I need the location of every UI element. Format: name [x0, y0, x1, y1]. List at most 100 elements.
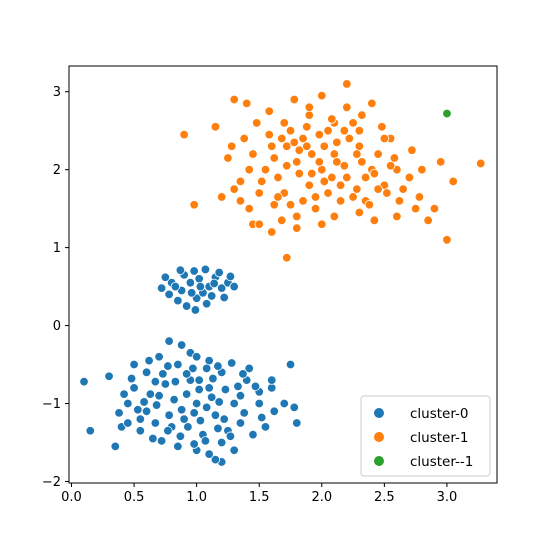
data-point — [339, 125, 350, 136]
data-point — [189, 266, 199, 276]
data-point — [357, 157, 367, 167]
data-point — [317, 219, 327, 229]
data-point — [257, 412, 267, 423]
data-point — [417, 164, 427, 175]
data-point — [123, 418, 133, 428]
data-point — [210, 122, 221, 132]
data-point — [179, 129, 189, 140]
data-point — [292, 418, 302, 428]
data-point — [110, 441, 121, 452]
y-tick-label: −1 — [42, 397, 61, 412]
data-point — [282, 141, 292, 151]
data-point — [204, 449, 214, 459]
legend-label-cluster--1: cluster--1 — [410, 454, 473, 470]
data-point — [279, 398, 289, 409]
data-point — [414, 192, 425, 202]
legend-marker-cluster--1 — [374, 456, 384, 466]
data-point — [223, 153, 233, 163]
legend-marker-cluster-1 — [374, 432, 384, 442]
y-tick-label: 3 — [53, 85, 61, 100]
data-point — [277, 215, 287, 226]
data-point — [216, 437, 227, 448]
data-point — [173, 441, 183, 452]
data-point — [145, 389, 156, 399]
data-point — [285, 359, 296, 370]
data-point — [289, 137, 299, 148]
data-point — [244, 164, 254, 175]
data-point — [392, 211, 402, 222]
data-point — [248, 149, 258, 159]
data-point — [244, 363, 254, 374]
data-point — [176, 340, 187, 350]
data-point — [389, 153, 400, 163]
data-point — [181, 301, 192, 311]
data-point — [379, 133, 390, 144]
data-point — [269, 200, 279, 210]
data-point — [292, 223, 302, 233]
data-point — [235, 418, 246, 428]
data-point — [429, 203, 440, 214]
data-point — [141, 406, 152, 416]
data-point — [342, 102, 352, 113]
data-point — [476, 158, 486, 169]
data-point — [282, 161, 292, 171]
data-point — [407, 145, 417, 155]
data-point — [179, 414, 189, 424]
data-point — [410, 203, 421, 214]
data-point — [267, 383, 277, 393]
data-point — [267, 141, 277, 151]
data-point — [181, 389, 192, 399]
data-point — [317, 164, 327, 175]
data-point — [307, 149, 317, 159]
data-point — [314, 157, 324, 167]
data-point — [114, 408, 124, 418]
data-point — [329, 149, 340, 159]
data-point — [160, 272, 171, 282]
data-point — [354, 141, 365, 151]
data-point — [200, 264, 211, 275]
data-point — [279, 118, 289, 128]
data-point — [229, 94, 239, 105]
data-point — [307, 168, 317, 179]
data-point — [139, 397, 149, 407]
data-point — [373, 184, 383, 194]
data-point — [201, 363, 212, 374]
data-point — [154, 352, 164, 362]
plot-frame — [68, 65, 498, 484]
data-point — [123, 398, 133, 409]
x-tick-label: 2.5 — [374, 490, 395, 505]
data-point — [235, 196, 246, 206]
x-axis: 0.0 0.5 1.0 1.5 2.0 2.5 3.0 — [61, 483, 457, 505]
data-point — [201, 402, 212, 413]
data-point — [332, 157, 342, 167]
data-point — [188, 363, 198, 374]
legend-label-cluster-0: cluster-0 — [410, 406, 469, 422]
data-point — [369, 168, 380, 179]
data-point — [394, 196, 405, 206]
data-point — [327, 172, 337, 183]
data-point — [175, 265, 186, 275]
data-point — [260, 422, 271, 432]
data-point — [195, 281, 206, 292]
data-point — [310, 192, 321, 202]
data-point — [260, 164, 271, 175]
data-point — [254, 219, 264, 229]
data-point — [220, 384, 231, 395]
data-point — [342, 172, 352, 183]
data-point — [144, 355, 154, 366]
data-point — [367, 98, 377, 109]
y-tick-label: 2 — [53, 163, 61, 178]
data-point — [239, 408, 249, 418]
data-point — [129, 383, 139, 393]
data-point — [150, 376, 161, 387]
y-axis: −2 −1 0 1 2 3 — [42, 85, 69, 490]
data-point — [369, 215, 380, 226]
series-cluster-1 — [179, 79, 486, 263]
data-point — [273, 172, 283, 183]
data-point — [264, 106, 274, 116]
data-point — [323, 188, 333, 198]
data-point — [239, 133, 249, 144]
data-point — [176, 405, 187, 415]
data-point — [294, 145, 304, 155]
